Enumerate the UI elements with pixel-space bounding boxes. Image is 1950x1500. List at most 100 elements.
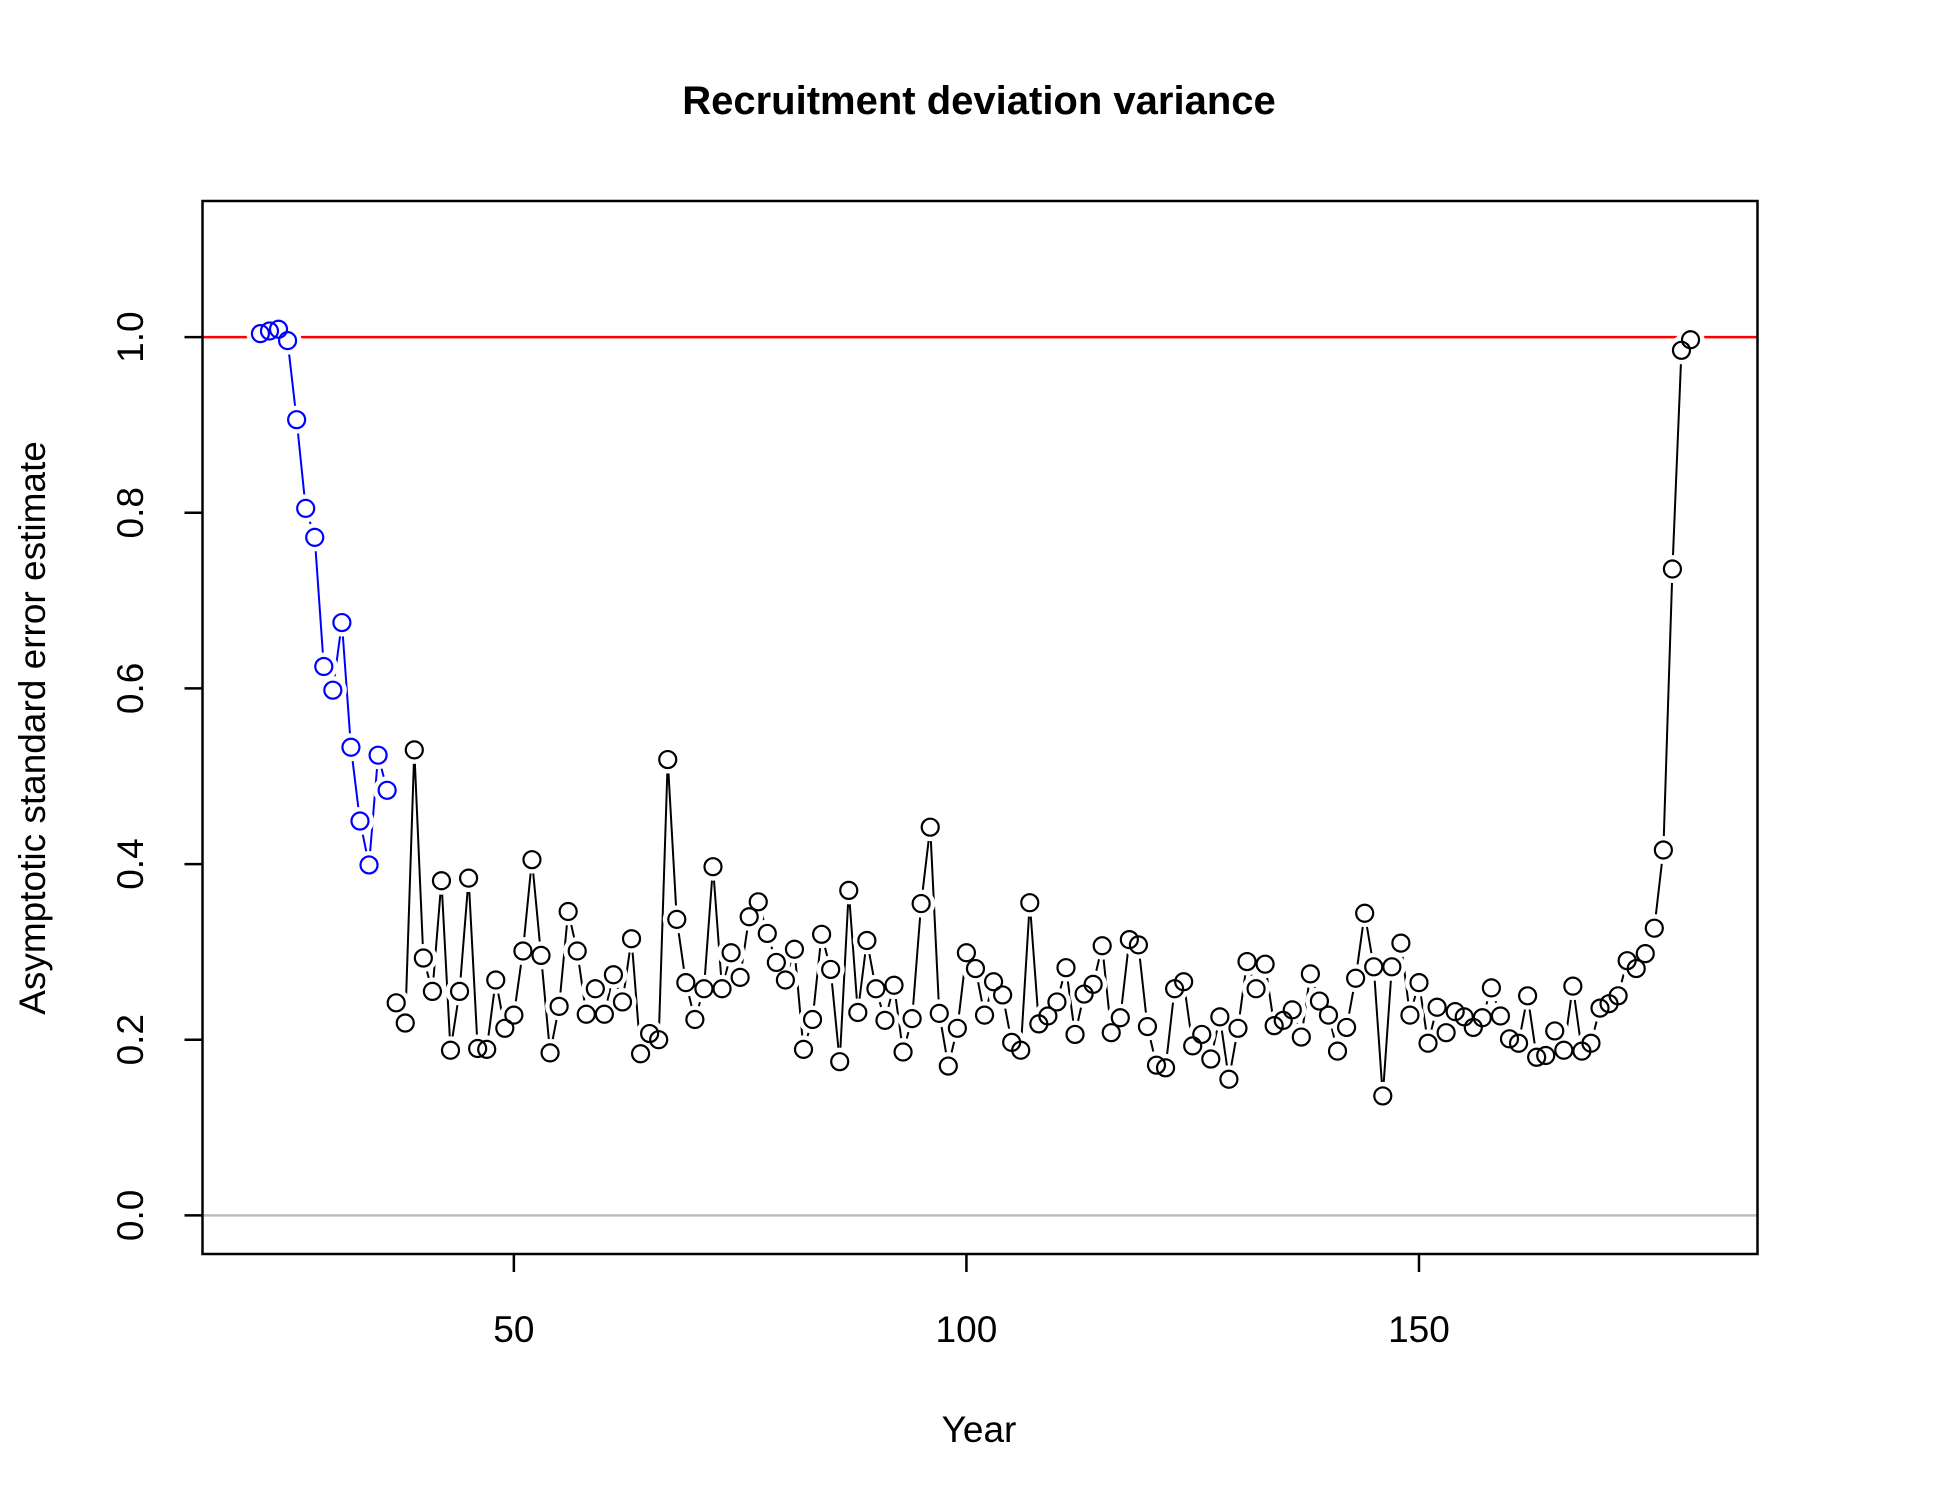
point-gap — [554, 897, 583, 926]
point — [857, 930, 877, 951]
point — [839, 880, 859, 901]
point — [621, 929, 642, 949]
point — [712, 979, 732, 999]
point — [866, 979, 886, 999]
point — [431, 871, 452, 891]
point-gap — [1287, 1023, 1316, 1052]
point — [332, 612, 352, 633]
point — [1409, 973, 1429, 993]
point — [567, 941, 587, 961]
x-tick-label: 50 — [493, 1309, 534, 1350]
point-gap — [454, 864, 483, 893]
point — [1662, 559, 1683, 579]
point-gap — [409, 944, 438, 973]
point — [1101, 1023, 1121, 1043]
point — [576, 1004, 596, 1024]
point — [1219, 1069, 1239, 1089]
point — [685, 1009, 705, 1030]
point — [821, 959, 841, 980]
x-tick-label: 150 — [1388, 1309, 1450, 1350]
point-gap — [336, 733, 365, 762]
point-gap — [1061, 1020, 1090, 1049]
point — [477, 1039, 497, 1059]
point-gap — [300, 523, 329, 552]
point-gap — [717, 938, 746, 967]
point-gap — [1223, 1014, 1252, 1043]
point-gap — [1640, 914, 1669, 943]
point — [775, 970, 795, 990]
point — [956, 943, 977, 963]
point — [486, 970, 506, 990]
series-line — [260, 328, 389, 866]
point — [287, 410, 307, 430]
point — [250, 324, 271, 344]
point-gap — [1477, 973, 1506, 1002]
point — [649, 1030, 669, 1050]
point — [549, 996, 569, 1016]
point-gap — [1088, 931, 1117, 960]
point — [757, 923, 777, 944]
point — [911, 893, 931, 914]
point-gap — [1513, 981, 1542, 1010]
point — [603, 965, 624, 985]
y-axis-label: Asymptotic standard error estimate — [12, 441, 53, 1015]
point — [440, 1040, 461, 1060]
point — [1436, 1023, 1456, 1043]
point — [983, 972, 1004, 992]
point — [1228, 1018, 1248, 1038]
point — [296, 498, 316, 518]
point-gap — [1015, 888, 1044, 917]
point-gap — [843, 998, 872, 1027]
point-gap — [1187, 1020, 1216, 1049]
point — [929, 1003, 949, 1023]
point — [1237, 951, 1257, 972]
point-gap — [282, 405, 311, 434]
point-gap — [771, 965, 800, 994]
point — [1680, 330, 1701, 350]
y-tick-label: 0.0 — [110, 1190, 151, 1241]
point-gap — [1676, 325, 1705, 354]
point — [1309, 991, 1330, 1011]
point — [1364, 957, 1384, 977]
point — [1499, 1029, 1520, 1049]
point — [449, 981, 470, 1002]
point — [422, 981, 443, 1002]
point-gap — [825, 1047, 854, 1076]
point — [522, 850, 542, 870]
y-tick-label: 0.6 — [110, 663, 151, 714]
point — [1137, 1016, 1158, 1037]
point — [1011, 1040, 1031, 1060]
point-gap — [1395, 1001, 1424, 1030]
point-gap — [970, 1001, 999, 1030]
point — [1346, 968, 1366, 988]
point — [585, 979, 605, 999]
point-gap — [662, 905, 691, 934]
point-gap — [291, 494, 320, 523]
point — [594, 1004, 614, 1024]
point — [875, 1010, 895, 1030]
point-gap — [653, 745, 682, 774]
point-gap — [1323, 1037, 1352, 1066]
point-gap — [391, 1009, 420, 1038]
point-gap — [563, 937, 592, 966]
point-gap — [934, 1052, 963, 1081]
point-gap — [318, 676, 347, 705]
point — [323, 680, 343, 700]
point — [1327, 1041, 1348, 1061]
point — [1490, 1006, 1511, 1026]
point-gap — [1042, 987, 1071, 1016]
point — [1255, 954, 1275, 974]
point — [793, 1039, 814, 1059]
point-gap — [1196, 1045, 1225, 1074]
point-gap — [1278, 995, 1307, 1024]
point-gap — [1242, 974, 1271, 1003]
point-gap — [988, 980, 1017, 1009]
point-gap — [698, 852, 727, 881]
point-gap — [898, 1004, 927, 1033]
point-gap — [880, 971, 909, 1000]
point — [1119, 929, 1139, 950]
y-tick-label: 0.8 — [110, 487, 151, 538]
point-gap — [644, 1025, 673, 1054]
point — [1481, 978, 1501, 998]
point — [902, 1009, 922, 1029]
